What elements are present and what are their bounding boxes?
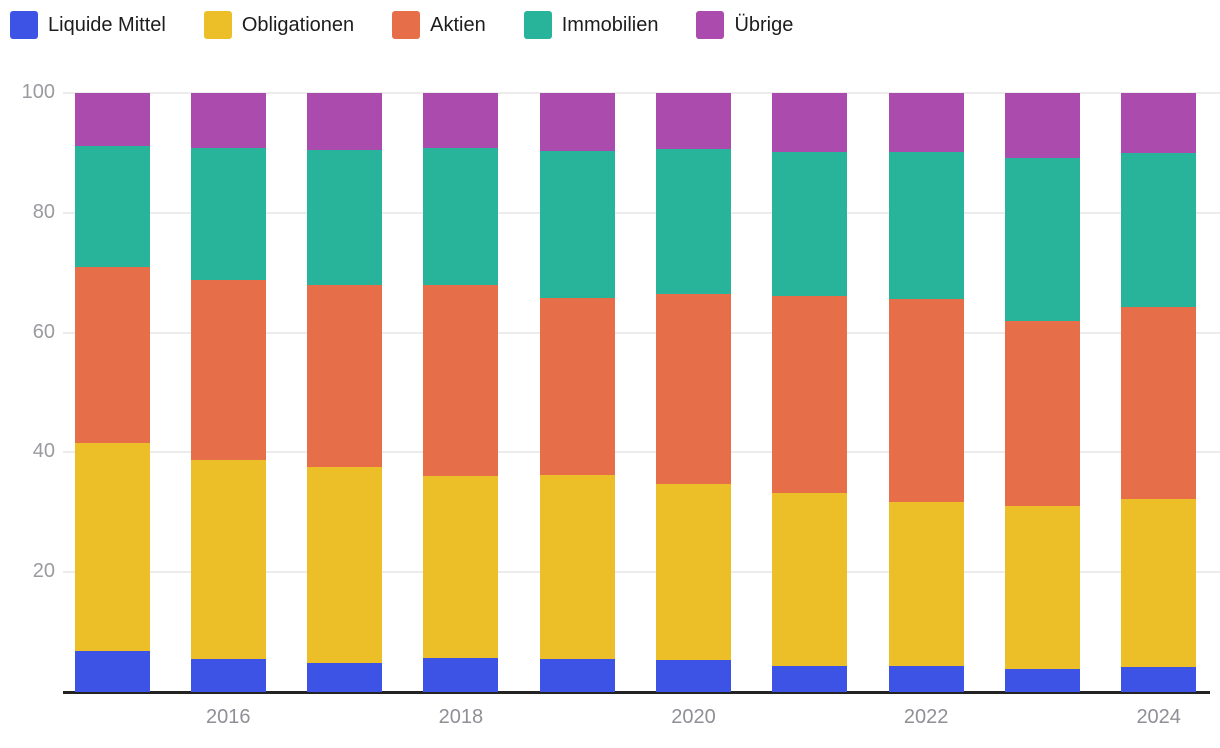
- legend-label: Liquide Mittel: [48, 14, 166, 36]
- bar-2023-liquide-mittel[interactable]: [1004, 668, 1080, 692]
- plot-area: [63, 92, 1220, 694]
- bar-2021-ubrige[interactable]: [772, 93, 848, 152]
- bar-2021-aktien[interactable]: [772, 296, 848, 493]
- bar-2015-aktien[interactable]: [74, 267, 150, 444]
- bar-2024-immobilien[interactable]: [1121, 152, 1197, 308]
- bar-2015-liquide-mittel[interactable]: [74, 651, 150, 692]
- y-tick-label: 100: [21, 81, 55, 103]
- bar-2015-obligationen[interactable]: [74, 443, 150, 652]
- legend-label: Übrige: [734, 14, 794, 36]
- bar-2019-immobilien[interactable]: [539, 151, 615, 299]
- bar-2016-ubrige[interactable]: [190, 93, 266, 149]
- legend-label: Immobilien: [561, 14, 659, 36]
- bar-2018-ubrige[interactable]: [423, 93, 499, 149]
- bar-2022-liquide-mittel[interactable]: [888, 666, 964, 692]
- gridline-60: [63, 331, 1220, 334]
- bar-2023-aktien[interactable]: [1004, 320, 1080, 507]
- bar-2019-liquide-mittel[interactable]: [539, 659, 615, 692]
- bar-2023-immobilien[interactable]: [1004, 157, 1080, 321]
- bar-2021-liquide-mittel[interactable]: [772, 666, 848, 692]
- legend-item-aktien[interactable]: Aktien: [392, 11, 486, 39]
- x-tick-label: 2018: [438, 706, 484, 728]
- gridline-100: [63, 92, 1220, 94]
- bar-2020-aktien[interactable]: [656, 294, 731, 485]
- x-tick-label: 2020: [671, 706, 716, 728]
- x-tick-label: 2024: [1136, 706, 1181, 728]
- bar-2016-liquide-mittel[interactable]: [190, 659, 266, 692]
- bar-2018-liquide-mittel[interactable]: [423, 657, 499, 692]
- bar-2021-obligationen[interactable]: [772, 492, 848, 667]
- bar-2017-obligationen[interactable]: [307, 467, 383, 664]
- bar-2016-obligationen[interactable]: [190, 459, 266, 660]
- bar-2015-ubrige[interactable]: [74, 93, 150, 146]
- bar-2020-liquide-mittel[interactable]: [656, 659, 731, 692]
- legend-swatch-ubrige-icon: [696, 11, 725, 39]
- y-tick-label: 40: [32, 440, 55, 463]
- bar-2023-obligationen[interactable]: [1004, 506, 1080, 669]
- bar-2024-obligationen[interactable]: [1121, 499, 1197, 668]
- x-tick-label: 2022: [903, 706, 949, 728]
- bar-2022-ubrige[interactable]: [888, 93, 964, 152]
- bar-2024-aktien[interactable]: [1121, 307, 1197, 500]
- legend-item-immobilien[interactable]: Immobilien: [523, 11, 659, 39]
- gridline-80: [63, 211, 1220, 214]
- chart-legend: Liquide Mittel Obligationen Aktien Immobili…: [10, 11, 793, 39]
- bar-2021-immobilien[interactable]: [772, 151, 848, 297]
- bar-2022-obligationen[interactable]: [888, 501, 964, 667]
- legend-swatch-aktien-icon: [392, 11, 421, 39]
- y-tick-label: 60: [32, 320, 55, 343]
- bar-2018-obligationen[interactable]: [423, 476, 499, 658]
- bar-2017-aktien[interactable]: [307, 284, 383, 468]
- y-tick-label: 80: [32, 200, 55, 223]
- bar-2017-immobilien[interactable]: [307, 149, 383, 285]
- bar-2018-immobilien[interactable]: [423, 148, 499, 286]
- legend-swatch-immobilien-icon: [523, 11, 552, 39]
- bar-2019-ubrige[interactable]: [539, 93, 615, 152]
- bar-2024-liquide-mittel[interactable]: [1121, 667, 1197, 692]
- bar-2022-aktien[interactable]: [888, 299, 964, 502]
- legend-item-ubrige[interactable]: Übrige: [696, 11, 793, 39]
- legend-item-liquide-mittel[interactable]: Liquide Mittel: [10, 11, 166, 39]
- x-axis-line: [63, 691, 1210, 694]
- legend-item-obligationen[interactable]: Obligationen: [203, 11, 355, 39]
- bar-2017-liquide-mittel[interactable]: [307, 663, 383, 692]
- bar-2020-ubrige[interactable]: [656, 93, 731, 150]
- bar-2020-obligationen[interactable]: [656, 484, 731, 660]
- bar-2019-obligationen[interactable]: [539, 474, 615, 660]
- bar-2018-aktien[interactable]: [423, 285, 499, 477]
- bar-2016-aktien[interactable]: [190, 279, 266, 460]
- bar-2023-ubrige[interactable]: [1004, 93, 1080, 158]
- legend-swatch-liquide-mittel-icon: [10, 11, 38, 39]
- bar-2020-immobilien[interactable]: [656, 149, 731, 295]
- gridline-20: [63, 571, 1220, 574]
- bar-2015-immobilien[interactable]: [74, 145, 150, 268]
- y-tick-label: 20: [32, 560, 55, 583]
- bar-2022-immobilien[interactable]: [888, 151, 964, 300]
- gridline-40: [63, 451, 1220, 454]
- legend-swatch-obligationen-icon: [203, 11, 232, 39]
- bar-2016-immobilien[interactable]: [190, 148, 266, 280]
- legend-label: Aktien: [430, 14, 486, 36]
- bar-2019-aktien[interactable]: [539, 298, 615, 475]
- legend-label: Obligationen: [241, 14, 355, 36]
- bar-2017-ubrige[interactable]: [307, 93, 383, 150]
- x-tick-label: 2016: [206, 706, 251, 728]
- bar-2024-ubrige[interactable]: [1121, 93, 1197, 153]
